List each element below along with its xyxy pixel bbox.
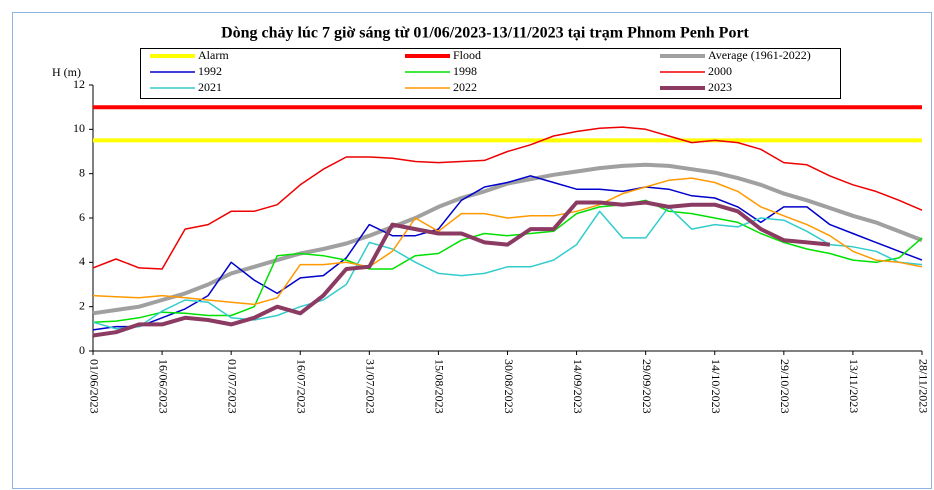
x-tick-label: 14/10/2023 (709, 359, 723, 414)
x-tick-label: 13/11/2023 (847, 359, 861, 413)
x-tick-label: 15/08/2023 (433, 359, 447, 414)
series-line (92, 206, 923, 330)
legend-label: 2021 (198, 80, 222, 94)
chart-title: Dòng chảy lúc 7 giờ sáng từ 01/06/2023-1… (221, 25, 749, 42)
y-tick-label: 4 (79, 254, 85, 268)
legend-label: Average (1961-2022) (708, 48, 811, 62)
x-tick-label: 16/07/2023 (295, 359, 309, 414)
y-tick-label: 12 (73, 77, 85, 91)
legend-label: 1992 (198, 64, 222, 78)
y-axis-label: H (m) (52, 65, 81, 79)
legend-label: 1998 (453, 64, 477, 78)
legend-label: 2023 (708, 80, 732, 94)
x-tick-label: 29/10/2023 (778, 359, 792, 414)
legend-label: 2000 (708, 64, 732, 78)
y-tick-label: 0 (79, 343, 85, 357)
y-tick-label: 2 (79, 298, 85, 312)
series-line (92, 175, 923, 331)
x-tick-label: 16/06/2023 (156, 359, 170, 414)
x-tick-label: 01/07/2023 (225, 359, 239, 414)
series-line (92, 126, 923, 270)
legend-label: Flood (453, 48, 481, 62)
legend-label: 2022 (453, 80, 477, 94)
x-tick-label: 29/09/2023 (640, 359, 654, 414)
x-tick-label: 30/08/2023 (502, 359, 516, 414)
y-tick-label: 8 (79, 165, 85, 179)
y-tick-label: 10 (73, 121, 85, 135)
series-line (92, 200, 831, 338)
legend-label: Alarm (198, 48, 229, 62)
series-line (92, 162, 923, 316)
x-tick-label: 14/09/2023 (571, 359, 585, 414)
legend-box (140, 48, 841, 99)
x-tick-label: 28/11/2023 (916, 359, 930, 413)
series-line (92, 199, 923, 323)
x-tick-label: 31/07/2023 (364, 359, 378, 414)
x-tick-label: 01/06/2023 (87, 359, 101, 414)
y-tick-label: 6 (79, 210, 85, 224)
series-line (92, 177, 923, 306)
